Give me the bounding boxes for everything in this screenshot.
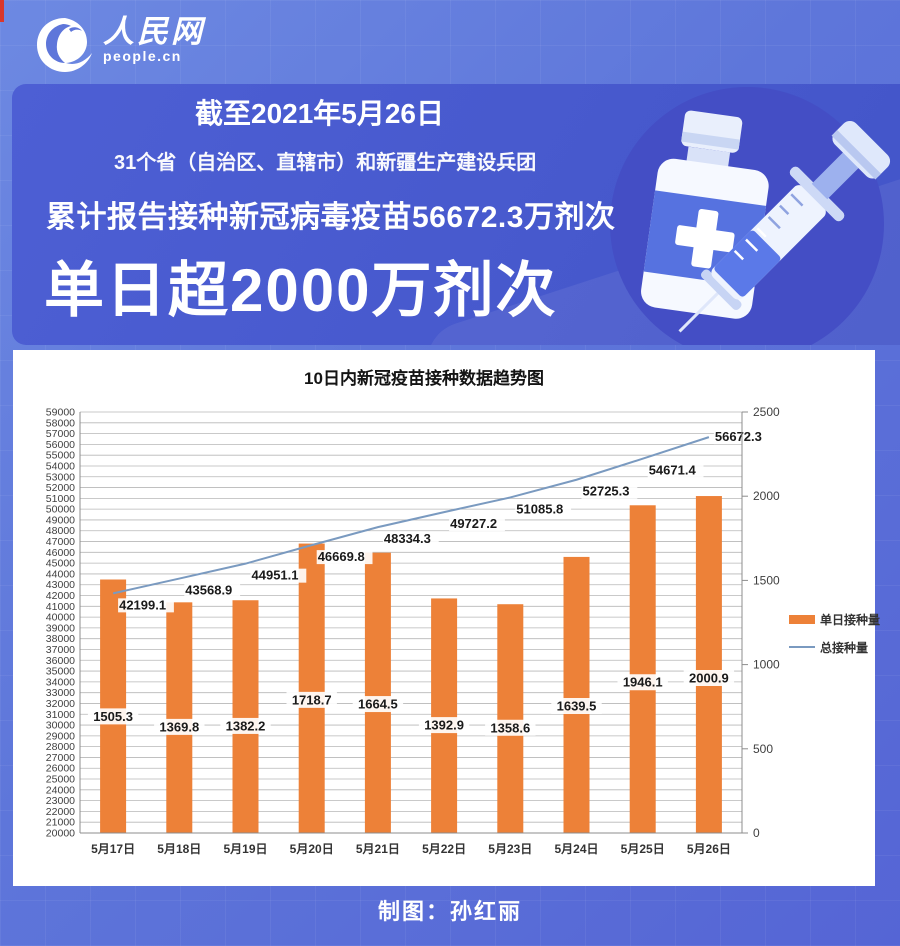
svg-text:48334.3: 48334.3 bbox=[384, 531, 431, 546]
svg-text:1639.5: 1639.5 bbox=[557, 698, 597, 713]
svg-text:58000: 58000 bbox=[46, 417, 75, 429]
svg-text:54671.4: 54671.4 bbox=[649, 463, 697, 478]
logo-name: 人民网 bbox=[103, 14, 205, 49]
banner-date-line: 截至2021年5月26日 bbox=[195, 98, 445, 129]
svg-text:5月17日: 5月17日 bbox=[91, 842, 135, 856]
svg-text:56000: 56000 bbox=[46, 439, 75, 451]
svg-text:5月22日: 5月22日 bbox=[422, 842, 466, 856]
svg-text:20000: 20000 bbox=[46, 828, 75, 840]
svg-text:5月19日: 5月19日 bbox=[223, 842, 267, 856]
svg-text:1392.9: 1392.9 bbox=[424, 718, 464, 733]
svg-text:5月23日: 5月23日 bbox=[488, 842, 532, 856]
syringe bbox=[678, 120, 891, 333]
svg-text:1382.2: 1382.2 bbox=[226, 718, 266, 733]
banner-headline: 单日超2000万剂次 bbox=[44, 257, 558, 324]
svg-text:2500: 2500 bbox=[753, 405, 780, 419]
svg-text:51000: 51000 bbox=[46, 493, 75, 505]
svg-text:27000: 27000 bbox=[46, 752, 75, 764]
svg-text:44951.1: 44951.1 bbox=[252, 568, 299, 583]
svg-text:43000: 43000 bbox=[46, 579, 75, 591]
svg-text:31000: 31000 bbox=[46, 709, 75, 721]
svg-text:33000: 33000 bbox=[46, 687, 75, 699]
svg-text:1500: 1500 bbox=[753, 573, 780, 587]
svg-text:29000: 29000 bbox=[46, 730, 75, 742]
svg-text:28000: 28000 bbox=[46, 741, 75, 753]
corner-accent bbox=[0, 0, 4, 22]
svg-text:1358.6: 1358.6 bbox=[490, 720, 530, 735]
legend-label-total: 总接种量 bbox=[820, 640, 869, 655]
svg-text:5月25日: 5月25日 bbox=[621, 842, 665, 856]
svg-text:51085.8: 51085.8 bbox=[516, 501, 563, 516]
chart-panel: 10日内新冠疫苗接种数据趋势图 20000 21000 22000 23000 2400… bbox=[13, 350, 880, 886]
svg-text:5月24日: 5月24日 bbox=[554, 842, 598, 856]
svg-text:2000.9: 2000.9 bbox=[689, 671, 729, 686]
svg-text:1664.5: 1664.5 bbox=[358, 697, 398, 712]
svg-text:48000: 48000 bbox=[46, 525, 75, 537]
svg-text:49727.2: 49727.2 bbox=[450, 516, 497, 531]
svg-text:40000: 40000 bbox=[46, 612, 75, 624]
bar-series-swatch bbox=[789, 614, 815, 624]
svg-text:1369.8: 1369.8 bbox=[159, 719, 199, 734]
svg-text:59000: 59000 bbox=[46, 407, 75, 419]
svg-text:56672.3: 56672.3 bbox=[715, 429, 762, 444]
svg-text:55000: 55000 bbox=[46, 450, 75, 462]
vaccine-illustration bbox=[582, 84, 892, 345]
svg-text:43568.9: 43568.9 bbox=[185, 583, 232, 598]
svg-text:52000: 52000 bbox=[46, 482, 75, 494]
svg-text:21000: 21000 bbox=[46, 817, 75, 829]
svg-text:1718.7: 1718.7 bbox=[292, 692, 332, 707]
svg-text:500: 500 bbox=[753, 742, 773, 756]
svg-text:1505.3: 1505.3 bbox=[93, 709, 133, 724]
svg-text:53000: 53000 bbox=[46, 471, 75, 483]
svg-text:1946.1: 1946.1 bbox=[623, 675, 663, 690]
legend-item-daily: 单日接种量 bbox=[789, 610, 880, 628]
headline-banner: 截至2021年5月26日 31个省（自治区、直辖市）和新疆生产建设兵团 累计报告… bbox=[12, 84, 900, 345]
people-cn-logo: 人民网 people.cn bbox=[33, 16, 205, 81]
line-series-swatch bbox=[789, 646, 815, 648]
svg-text:5月18日: 5月18日 bbox=[157, 842, 201, 856]
svg-text:0: 0 bbox=[753, 826, 760, 840]
people-cn-logo-icon bbox=[33, 16, 97, 81]
svg-text:41000: 41000 bbox=[46, 601, 75, 613]
svg-text:5月21日: 5月21日 bbox=[356, 842, 400, 856]
svg-text:42199.1: 42199.1 bbox=[119, 597, 166, 612]
svg-text:35000: 35000 bbox=[46, 666, 75, 678]
svg-text:24000: 24000 bbox=[46, 784, 75, 796]
chart-legend: 单日接种量 总接种量 bbox=[789, 610, 880, 666]
logo-domain: people.cn bbox=[103, 48, 182, 64]
banner-scope-line: 31个省（自治区、直辖市）和新疆生产建设兵团 bbox=[114, 152, 537, 174]
svg-text:52725.3: 52725.3 bbox=[583, 484, 630, 499]
svg-text:1000: 1000 bbox=[753, 658, 780, 672]
svg-text:5月20日: 5月20日 bbox=[290, 842, 334, 856]
svg-text:46669.8: 46669.8 bbox=[318, 549, 365, 564]
legend-label-daily: 单日接种量 bbox=[820, 612, 881, 627]
svg-text:34000: 34000 bbox=[46, 676, 75, 688]
svg-text:23000: 23000 bbox=[46, 795, 75, 807]
svg-text:22000: 22000 bbox=[46, 806, 75, 818]
svg-text:26000: 26000 bbox=[46, 763, 75, 775]
svg-text:39000: 39000 bbox=[46, 622, 75, 634]
svg-text:47000: 47000 bbox=[46, 536, 75, 548]
svg-text:25000: 25000 bbox=[46, 774, 75, 786]
svg-text:49000: 49000 bbox=[46, 514, 75, 526]
svg-text:5月26日: 5月26日 bbox=[687, 842, 731, 856]
svg-text:37000: 37000 bbox=[46, 644, 75, 656]
vaccination-trend-chart: 2000021000220002300024000250002600027000… bbox=[46, 405, 780, 856]
svg-text:2000: 2000 bbox=[753, 489, 780, 503]
credit-line: 制图：孙红丽 bbox=[377, 899, 522, 924]
svg-text:44000: 44000 bbox=[46, 568, 75, 580]
chart-title: 10日内新冠疫苗接种数据趋势图 bbox=[304, 369, 544, 388]
svg-text:30000: 30000 bbox=[46, 720, 75, 732]
svg-text:42000: 42000 bbox=[46, 590, 75, 602]
svg-text:54000: 54000 bbox=[46, 460, 75, 472]
svg-text:32000: 32000 bbox=[46, 698, 75, 710]
svg-text:36000: 36000 bbox=[46, 655, 75, 667]
svg-text:50000: 50000 bbox=[46, 504, 75, 516]
legend-item-total: 总接种量 bbox=[789, 638, 880, 656]
svg-text:57000: 57000 bbox=[46, 428, 75, 440]
banner-total-line: 累计报告接种新冠病毒疫苗56672.3万剂次 bbox=[46, 201, 616, 234]
svg-text:45000: 45000 bbox=[46, 558, 75, 570]
svg-text:38000: 38000 bbox=[46, 633, 75, 645]
svg-text:46000: 46000 bbox=[46, 547, 75, 559]
